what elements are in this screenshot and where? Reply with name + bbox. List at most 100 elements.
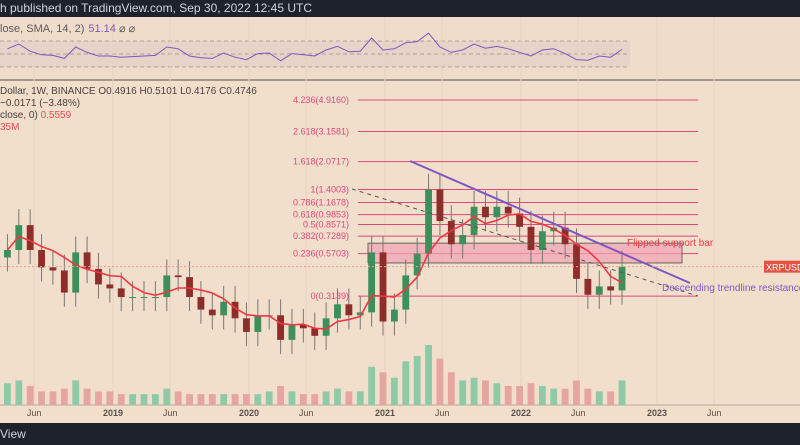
candle-body — [516, 213, 524, 227]
volume-bar — [516, 385, 524, 405]
candle-body — [60, 270, 68, 293]
candle-body — [368, 252, 376, 313]
candle-body — [584, 278, 592, 295]
candle-body — [334, 304, 341, 319]
candle-body — [208, 309, 216, 316]
volume-bar — [356, 391, 364, 405]
candle-body — [4, 249, 11, 258]
x-tick-label: Jun — [27, 408, 42, 418]
fib-level-label: 2.618(3.1581) — [293, 127, 349, 137]
volume-bar — [299, 394, 307, 405]
flipped-support-box — [367, 242, 683, 264]
volume-bar — [482, 380, 489, 405]
volume-bar — [208, 394, 216, 405]
ohlc-high: H0.5101 — [139, 86, 178, 97]
fib-level-label: 0.236(0.5703) — [293, 249, 349, 259]
candle-body — [493, 206, 501, 218]
candle-body — [129, 297, 137, 299]
candle-body — [38, 249, 45, 268]
candle-body — [573, 244, 580, 279]
volume-bar — [38, 391, 45, 405]
candle-body — [618, 266, 626, 291]
volume-bar — [231, 394, 239, 405]
volume-bar — [186, 394, 193, 405]
x-tick-label: Jun — [163, 408, 178, 418]
volume-bar — [72, 380, 80, 405]
candle-body — [220, 301, 228, 316]
candle-body — [425, 189, 432, 254]
volume-bar — [322, 391, 330, 405]
candle-body — [254, 315, 262, 332]
volume-bar — [95, 391, 102, 405]
rsi-settings-icon[interactable]: ⌀ ⌀ — [118, 23, 136, 35]
volume-bar — [459, 380, 467, 405]
publisher-text: h published on TradingView.com, Sep 30, … — [0, 1, 312, 15]
fib-level-label: 0.382(0.7289) — [293, 231, 349, 241]
volume-bar — [447, 372, 455, 405]
volume-bar — [60, 388, 68, 405]
volume-bar — [15, 380, 23, 405]
volume-bar — [288, 391, 296, 405]
fib-level-label: 4.236(4.9160) — [293, 95, 349, 105]
volume-bar — [413, 355, 421, 405]
candle-body — [402, 275, 410, 310]
x-tick-label: Jun — [299, 408, 314, 418]
x-tick-label: 2022 — [511, 408, 531, 418]
volume-bar — [584, 388, 592, 405]
volume-bar — [504, 385, 512, 405]
candle-body — [186, 277, 193, 298]
volume-bar — [527, 383, 535, 405]
volume-bar — [140, 394, 148, 405]
volume-bar — [538, 385, 546, 405]
x-tick-label: Jun — [571, 408, 586, 418]
volume-bar — [334, 388, 341, 405]
candle-body — [106, 284, 114, 289]
volume-bar — [197, 394, 205, 405]
volume-bar — [265, 391, 273, 405]
candle-body — [140, 297, 148, 299]
candle-body — [163, 275, 171, 298]
x-tick-label: 2023 — [647, 408, 667, 418]
candle-body — [49, 267, 57, 271]
candle-body — [197, 297, 205, 310]
volume-bar — [402, 361, 410, 405]
candle-body — [527, 226, 535, 250]
candle-body — [322, 318, 330, 336]
rsi-legend: lose, SMA, 14, 2) 51.14 ⌀ ⌀ — [0, 22, 135, 35]
candle-body — [607, 286, 615, 291]
candle-body — [299, 324, 307, 329]
volume-bar — [26, 385, 34, 405]
volume-bar — [345, 391, 353, 405]
ma-value: 0.5559 — [40, 110, 72, 121]
candle-body — [311, 328, 319, 336]
volume-bar — [117, 394, 125, 405]
ma-label: close, 0) — [0, 110, 38, 121]
candle-body — [413, 253, 421, 276]
volume-bar — [243, 394, 250, 405]
candle-body — [504, 206, 512, 214]
x-tick-label: Jun — [435, 408, 450, 418]
volume-bar — [220, 394, 228, 405]
candle-body — [277, 315, 284, 340]
annotation-descending-trendline: Descending trendline resistance — [662, 283, 800, 294]
volume-bar — [436, 358, 444, 405]
publisher-bar: h published on TradingView.com, Sep 30, … — [0, 0, 800, 17]
volume-bar — [470, 377, 478, 405]
candle-body — [72, 252, 80, 293]
candle-body — [95, 268, 102, 285]
moving-average-line — [6, 213, 623, 330]
candle-body — [459, 235, 467, 245]
candle-body — [345, 304, 353, 316]
volume-bar — [595, 391, 603, 405]
volume-bar — [493, 383, 501, 405]
candle-body — [379, 252, 387, 322]
ohlc-open: O0.4916 — [98, 86, 137, 97]
volume-bar — [277, 385, 284, 405]
candle-body — [117, 288, 125, 298]
symbol-legend: Dollar, 1W, BINANCE O0.4916 H0.5101 L0.4… — [0, 86, 265, 134]
price-tag-label: XRPUSD — [766, 263, 800, 273]
volume-bar — [561, 388, 569, 405]
x-tick-label: 2019 — [103, 408, 123, 418]
candle-body — [83, 252, 91, 269]
